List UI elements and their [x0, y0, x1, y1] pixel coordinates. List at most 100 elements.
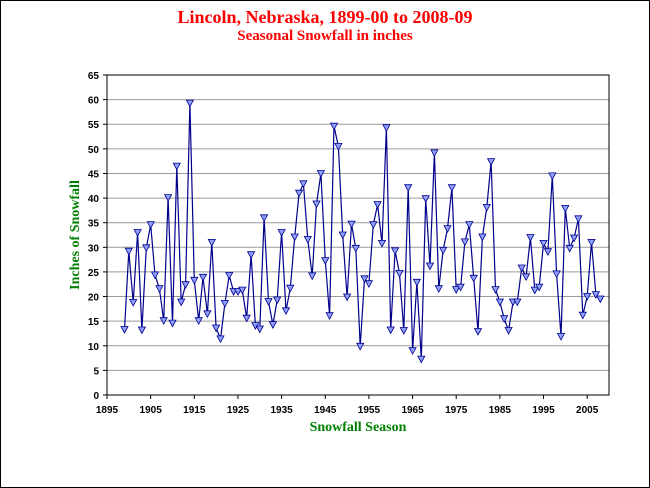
data-point-marker: [473, 328, 483, 336]
data-point-marker: [207, 238, 216, 247]
data-point-marker: [312, 200, 321, 209]
data-point-marker: [399, 327, 408, 335]
data-point-marker: [373, 201, 382, 209]
data-point-marker: [369, 221, 378, 230]
data-point-marker: [211, 324, 221, 333]
data-point-marker: [587, 238, 596, 247]
data-point-marker: [185, 99, 195, 108]
data-point-marker: [486, 158, 496, 166]
x-tick-label: 1955: [358, 405, 381, 416]
data-point-marker: [412, 278, 422, 287]
data-point-marker: [299, 180, 308, 189]
data-point-marker: [417, 355, 426, 364]
y-tick-label: 40: [88, 194, 100, 205]
y-tick-label: 5: [93, 366, 99, 377]
x-tick-label: 1915: [183, 405, 206, 416]
data-point-marker: [259, 214, 269, 223]
x-tick-label: 1995: [532, 405, 555, 416]
data-point-marker: [342, 293, 352, 302]
data-point-marker: [521, 273, 531, 282]
data-point-marker: [469, 274, 478, 283]
data-point-marker: [425, 262, 435, 271]
data-point-marker: [220, 299, 230, 308]
data-point-marker: [434, 285, 443, 294]
x-tick-label: 1965: [401, 405, 424, 416]
y-tick-label: 50: [88, 145, 100, 156]
y-tick-label: 25: [88, 268, 100, 279]
snowfall-markers: [120, 99, 605, 364]
x-tick-label: 1925: [227, 405, 250, 416]
data-point-marker: [456, 283, 465, 292]
axis-ticks: 0 5 10 15 20 25 30 35 40 45 50 55 60 65 1895 1905 1915 19…: [88, 71, 599, 416]
data-point-marker: [478, 233, 487, 242]
data-point-marker: [495, 298, 505, 307]
data-point-marker: [242, 314, 251, 323]
data-point-marker: [535, 283, 544, 292]
data-point-marker: [513, 298, 522, 307]
data-point-marker: [216, 335, 225, 344]
data-point-marker: [159, 317, 168, 326]
data-point-marker: [421, 195, 430, 203]
y-tick-label: 20: [88, 293, 100, 304]
data-point-marker: [146, 221, 155, 230]
data-point-marker: [294, 189, 304, 198]
y-tick-label: 0: [93, 391, 99, 402]
data-point-marker: [308, 272, 317, 281]
data-point-marker: [150, 271, 160, 280]
data-point-marker: [281, 307, 291, 316]
data-point-marker: [452, 286, 461, 294]
data-point-marker: [377, 239, 387, 248]
data-point-marker: [404, 184, 413, 193]
data-point-marker: [530, 286, 539, 295]
x-tick-label: 1895: [96, 405, 119, 416]
data-point-marker: [290, 233, 299, 242]
data-point-marker: [382, 124, 391, 133]
data-point-marker: [329, 122, 339, 131]
data-point-marker: [286, 284, 295, 293]
data-point-marker: [543, 248, 553, 257]
x-tick-label: 1905: [140, 405, 163, 416]
data-point-marker: [338, 231, 347, 240]
y-tick-label: 10: [88, 342, 100, 353]
snowfall-series-line: [123, 103, 601, 360]
data-point-marker: [596, 295, 605, 304]
data-point-marker: [578, 311, 587, 320]
data-point-marker: [198, 273, 208, 282]
data-point-marker: [142, 244, 151, 253]
data-point-marker: [181, 281, 190, 290]
data-point-marker: [238, 286, 247, 295]
data-point-marker: [124, 247, 133, 256]
plot-area-border: [106, 74, 610, 396]
data-point-marker: [504, 327, 513, 335]
data-point-marker: [246, 251, 256, 260]
data-point-marker: [491, 286, 500, 294]
chart-subtitle: Seasonal Snowfall in inches: [237, 28, 413, 44]
x-tick-label: 1975: [445, 405, 468, 416]
y-tick-label: 45: [88, 169, 100, 180]
data-point-marker: [351, 244, 360, 253]
x-tick-label: 1985: [489, 405, 512, 416]
data-point-marker: [194, 317, 203, 326]
data-point-marker: [539, 239, 548, 248]
data-point-marker: [460, 238, 470, 247]
y-tick-label: 15: [88, 317, 100, 328]
data-point-marker: [390, 247, 400, 256]
data-point-marker: [137, 326, 147, 335]
data-point-marker: [591, 291, 601, 299]
x-tick-label: 2005: [576, 405, 599, 416]
data-point-marker: [177, 298, 186, 307]
y-tick-label: 55: [88, 120, 100, 131]
data-point-marker: [360, 275, 369, 284]
data-point-marker: [163, 194, 173, 202]
data-point-marker: [273, 296, 282, 305]
data-point-marker: [120, 326, 129, 334]
y-tick-label: 30: [88, 243, 100, 254]
x-axis-title: Snowfall Season: [310, 420, 407, 435]
data-point-marker: [325, 312, 334, 321]
data-point-marker: [133, 229, 142, 237]
gridlines: [107, 74, 609, 371]
data-point-marker: [268, 321, 278, 329]
chart-title: Lincoln, Nebraska, 1899-00 to 2008-09: [177, 7, 473, 27]
data-point-marker: [482, 203, 491, 212]
